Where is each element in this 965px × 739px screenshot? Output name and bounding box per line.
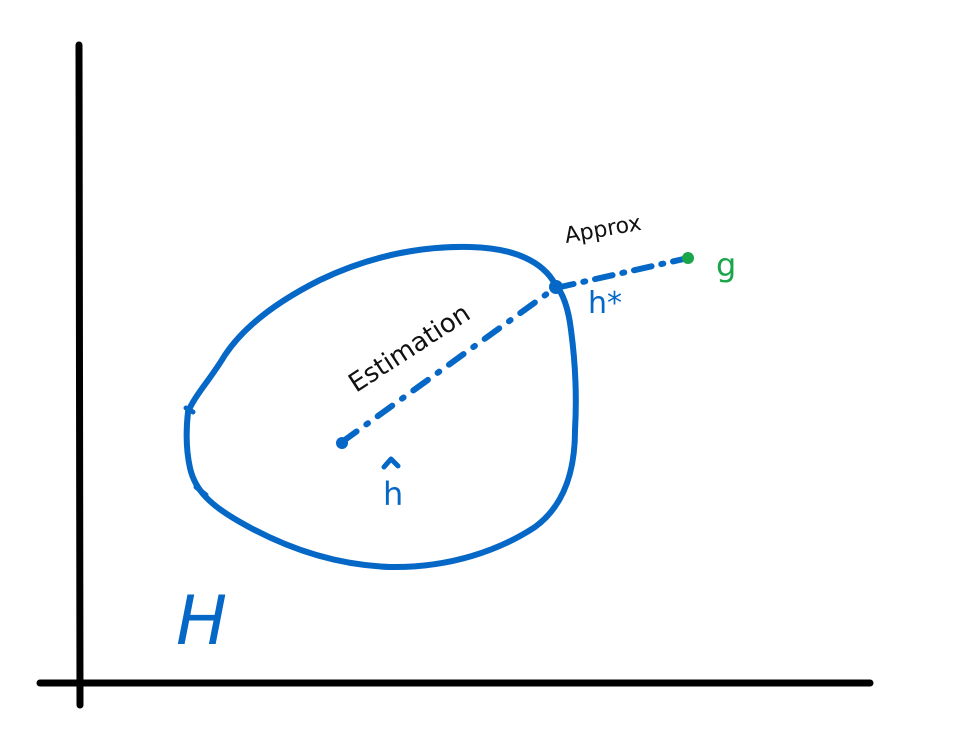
y-axis	[75, 41, 84, 709]
approximation-line	[553, 255, 691, 291]
h-star-label: h*	[588, 286, 622, 321]
approx-label: Approx	[563, 211, 644, 249]
g-point	[682, 252, 694, 264]
hypothesis-space-label: H	[176, 582, 227, 661]
estimation-line	[339, 285, 558, 445]
estimation-label: Estimation	[343, 298, 475, 399]
g-label: g	[716, 246, 736, 284]
h-hat-point	[336, 437, 348, 449]
boundary-tick-lower	[193, 484, 209, 498]
hat-mark	[381, 456, 401, 470]
boundary-tick-upper	[183, 405, 196, 415]
h-star-point	[549, 280, 563, 294]
hypothesis-set-boundary	[183, 243, 579, 571]
h-hat-label: h	[383, 475, 403, 513]
